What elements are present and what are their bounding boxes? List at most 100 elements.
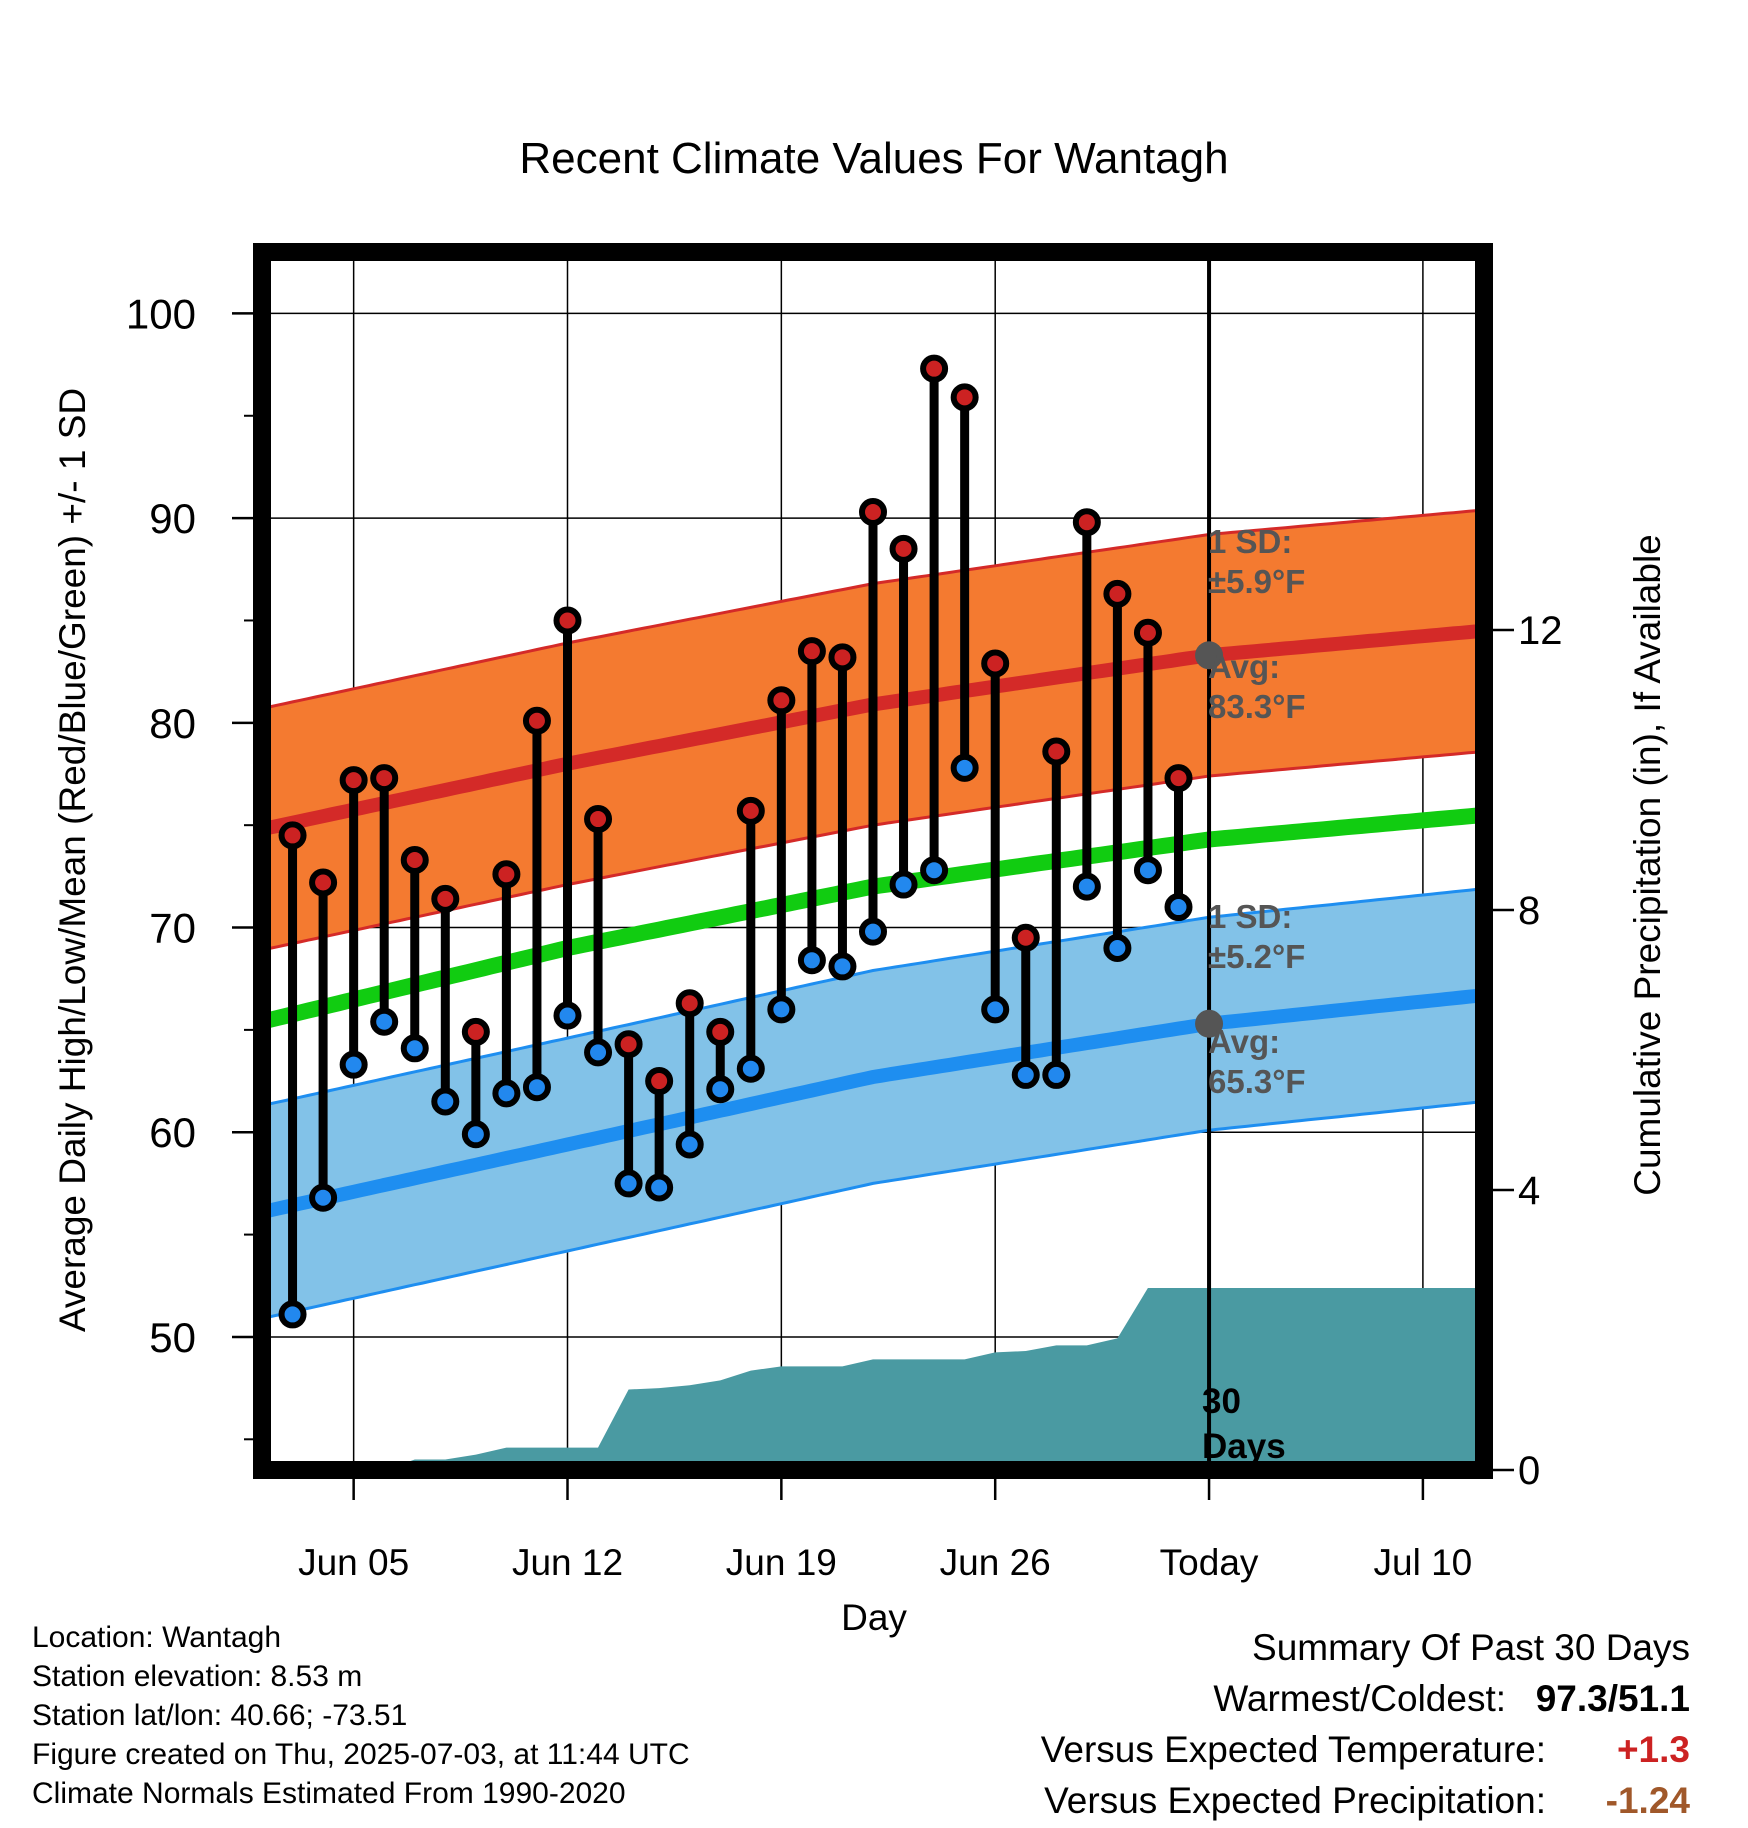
daily-low-point xyxy=(1164,893,1193,922)
temp-label: Versus Expected Temperature: xyxy=(1040,1729,1546,1770)
period-annotation-days: Days xyxy=(1202,1427,1286,1466)
summary-precip: Versus Expected Precipitation: -1.24 xyxy=(1041,1775,1690,1826)
daily-high-point xyxy=(1072,508,1101,537)
annotations: 1 SD: ±5.9°F Avg: 83.3°F 1 SD: ±5.2°F Av… xyxy=(1202,523,1306,1466)
summary-warm-cold: Warmest/Coldest: 97.3/51.1 xyxy=(1041,1673,1690,1724)
daily-high-point xyxy=(767,686,796,715)
daily-high-point xyxy=(339,766,368,795)
summary-temp: Versus Expected Temperature: +1.3 xyxy=(1041,1724,1690,1775)
precipitation-area xyxy=(262,1288,1484,1470)
daily-low-point xyxy=(522,1073,551,1102)
summary-panel: Summary Of Past 30 Days Warmest/Coldest:… xyxy=(1041,1622,1690,1826)
elevation-text: Station elevation: 8.53 m xyxy=(32,1660,363,1693)
daily-high-point xyxy=(675,989,704,1018)
daily-low-point xyxy=(1011,1060,1040,1089)
high-avg-annotation: Avg: xyxy=(1208,648,1280,685)
plot-frame xyxy=(253,243,1493,1479)
chart-title: Recent Climate Values For Wantagh xyxy=(519,134,1228,183)
daily-high-point xyxy=(1042,737,1071,766)
temp-value: +1.3 xyxy=(1616,1729,1690,1770)
daily-low-point xyxy=(675,1130,704,1159)
daily-low-point xyxy=(431,1087,460,1116)
today-low-avg-marker xyxy=(1195,1009,1224,1038)
daily-low-point xyxy=(706,1075,735,1104)
daily-low-point xyxy=(645,1173,674,1202)
low-sd-value: ±5.2°F xyxy=(1208,938,1305,975)
daily-high-point xyxy=(797,637,826,666)
daily-high-point xyxy=(431,884,460,913)
axis-ticks: 50 60 70 80 90 100 0 4 8 12 Jun 05 Jun 12 Jun 19 Jun … xyxy=(126,290,1563,1583)
cumulative-precipitation-area xyxy=(262,1288,1484,1470)
y-left-tick-label: 80 xyxy=(149,700,196,747)
daily-low-point xyxy=(828,952,857,981)
x-tick-label: Jun 26 xyxy=(940,1542,1051,1583)
daily-low-point xyxy=(584,1038,613,1067)
y-right-tick-label: 12 xyxy=(1518,609,1563,653)
daily-low-point xyxy=(767,995,796,1024)
daily-high-point xyxy=(1011,923,1040,952)
daily-low-point xyxy=(461,1120,490,1149)
daily-high-point xyxy=(278,821,307,850)
daily-high-point xyxy=(859,497,887,526)
location-text: Location: Wantagh xyxy=(32,1621,282,1654)
low-average-line xyxy=(262,988,1484,1219)
y-left-tick-label: 90 xyxy=(149,495,196,542)
daily-high-point xyxy=(461,1017,490,1046)
daily-high-point xyxy=(309,868,338,897)
warm-cold-label: Warmest/Coldest: xyxy=(1213,1678,1506,1719)
high-sd-value: ±5.9°F xyxy=(1208,563,1305,600)
daily-high-point xyxy=(1133,618,1162,647)
normals-text: Climate Normals Estimated From 1990-2020 xyxy=(32,1777,626,1810)
x-tick-label: Today xyxy=(1160,1542,1259,1583)
today-high-avg-marker xyxy=(1195,641,1224,670)
daily-low-point xyxy=(1072,872,1101,901)
daily-low-point xyxy=(1133,856,1162,885)
warm-cold-value: 97.3/51.1 xyxy=(1535,1678,1690,1719)
daily-low-point xyxy=(339,1050,368,1079)
precip-label: Versus Expected Precipitation: xyxy=(1044,1780,1546,1821)
plot-area xyxy=(262,252,1484,1470)
y-left-tick-label: 70 xyxy=(149,905,196,952)
daily-high-point xyxy=(553,606,582,635)
daily-high-point xyxy=(1164,764,1193,793)
x-tick-label: Jun 05 xyxy=(298,1542,409,1583)
daily-low-point xyxy=(278,1300,307,1329)
daily-low-point xyxy=(950,753,979,782)
precip-value: -1.24 xyxy=(1605,1780,1690,1821)
x-tick-label: Jun 12 xyxy=(512,1542,623,1583)
y-right-tick-label: 0 xyxy=(1518,1449,1540,1493)
latlon-text: Station lat/lon: 40.66; -73.51 xyxy=(32,1699,408,1732)
y-right-tick-label: 4 xyxy=(1518,1169,1540,1213)
daily-high-point xyxy=(645,1067,674,1096)
daily-low-point xyxy=(736,1054,765,1083)
x-axis-label: Day xyxy=(841,1597,907,1638)
daily-low-point xyxy=(1103,934,1132,962)
daily-low-point xyxy=(614,1169,643,1198)
y-axis-right-label: Cumulative Precipitation (in), If Availa… xyxy=(1627,534,1668,1196)
daily-high-point xyxy=(370,764,399,793)
low-avg-value: 65.3°F xyxy=(1208,1063,1306,1100)
daily-high-point xyxy=(828,643,857,672)
low-sd-annotation: 1 SD: xyxy=(1208,898,1292,935)
daily-high-point xyxy=(706,1017,735,1046)
daily-low-point xyxy=(920,856,949,885)
daily-low-point xyxy=(309,1183,338,1212)
observations xyxy=(278,354,1193,1329)
daily-low-point xyxy=(492,1079,521,1108)
y-left-tick-label: 60 xyxy=(149,1109,196,1156)
daily-high-point xyxy=(950,383,979,412)
low-sd-band xyxy=(262,887,1484,1321)
daily-high-point xyxy=(1103,579,1132,608)
low-avg-annotation: Avg: xyxy=(1208,1023,1280,1060)
daily-low-point xyxy=(981,995,1010,1024)
created-text: Figure created on Thu, 2025-07-03, at 11… xyxy=(32,1738,690,1771)
daily-high-point xyxy=(920,354,949,383)
y-left-tick-label: 50 xyxy=(149,1314,196,1361)
daily-high-point xyxy=(492,860,521,889)
daily-low-point xyxy=(889,870,918,899)
high-avg-value: 83.3°F xyxy=(1208,688,1306,725)
daily-high-point xyxy=(889,534,918,563)
daily-high-point xyxy=(400,845,429,874)
x-tick-label: Jul 10 xyxy=(1374,1542,1473,1583)
